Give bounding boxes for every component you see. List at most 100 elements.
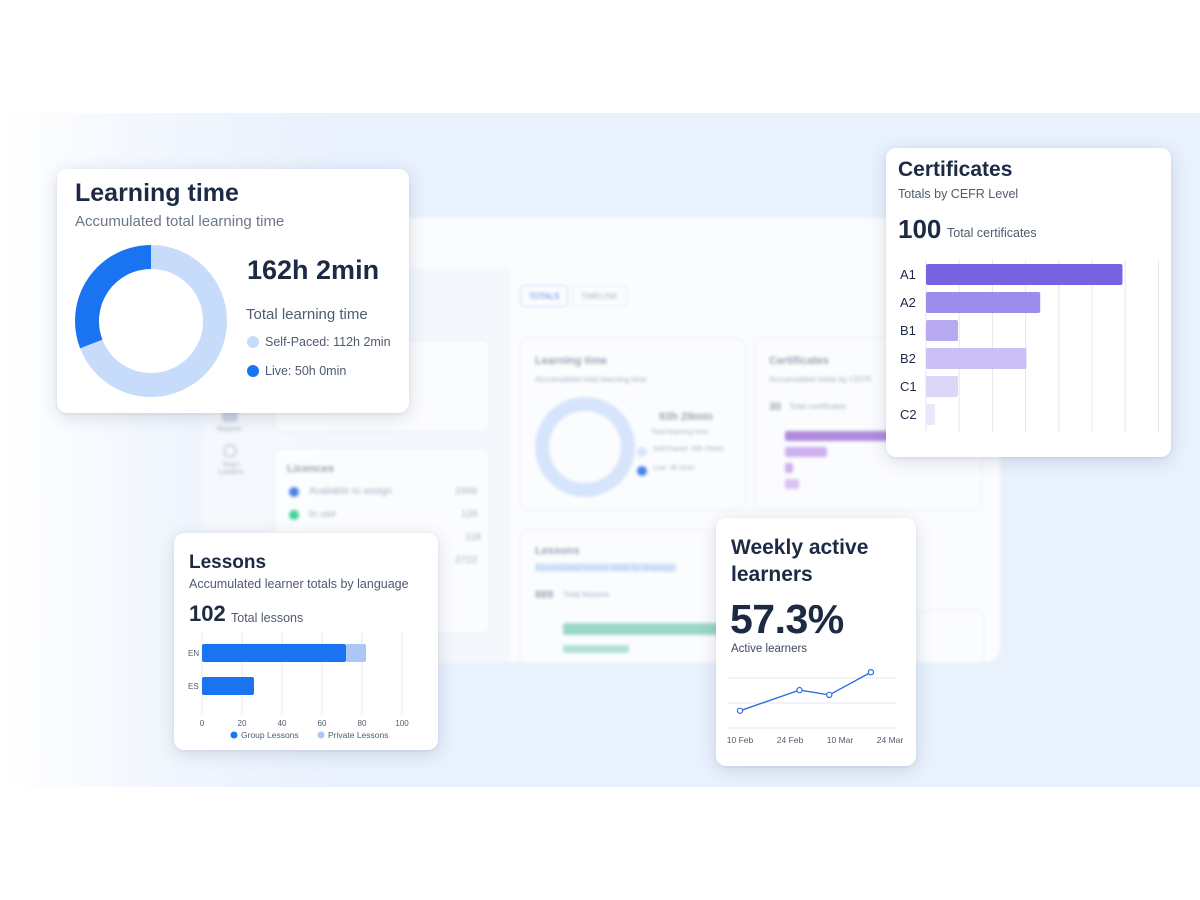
licence-value: 2469 [455,486,478,497]
weekly-point [796,686,803,694]
learning-time-total-label: Total learning time [246,306,368,323]
legend-item-live: Live: 50h 0min [247,364,346,378]
live-dot [247,365,259,377]
learning-time-donut [75,245,227,397]
legend-item-self-paced: Self-Paced: 112h 2min [247,335,391,349]
licence-dot [289,510,299,520]
certificates-title: Certificates [898,158,1013,181]
lessons-subtitle: Accumulated learner totals by language [189,577,409,591]
rail-item-reports: Reports [217,426,242,433]
category-label: B1 [900,323,916,338]
group-lessons-legend-dot [230,731,238,739]
category-label: A2 [900,295,916,310]
x-tick-label: 0 [200,719,205,728]
dashboard-learning-time-value: 93h 29min [659,411,713,423]
dashboard-lessons-count-label: Total lessons [563,590,610,599]
dashboard-certificate-bar [785,431,895,441]
donut-slice-live [75,245,152,349]
certificates-count-label: Total certificates [947,226,1037,240]
category-label: A1 [900,267,916,282]
x-tick-label: 10 Mar [827,735,854,745]
licence-value: 126 [461,509,478,520]
live-dot [637,466,647,476]
team-leaders-icon [223,444,237,458]
dashboard-certificates-count: 30 [769,401,782,413]
learning-time-title: Learning time [75,179,239,207]
licence-label: Available to assign [309,486,393,497]
learning-time-subtitle: Accumulated total learning time [75,213,285,230]
learning-time-total-value: 162h 2min [247,255,380,285]
legend-label: Private Lessons [328,730,388,740]
category-label: B2 [900,351,916,366]
lessons-bar-chart: 0 20 40 60 80 100 EN ES Group Lessons Private Les… [188,632,409,740]
weekly-value-label: Active learners [731,643,808,655]
dashboard-lessons-card: Lessons Accumulated learner totals by la… [520,530,740,662]
x-tick-label: 20 [238,719,247,728]
x-tick-label: 24 Feb [777,735,804,745]
dashboard-lesson-bar [563,645,629,653]
weekly-active-learners-card: Weekly active learners 57.3% Active lear… [716,518,916,766]
licence-label: In use [309,509,337,520]
licence-value: 2722 [455,555,478,566]
licence-value: 118 [465,532,481,543]
private-lessons-bar [346,644,366,662]
legend-label: Live: 50h 0min [265,364,347,378]
dashboard-donut [535,397,635,497]
weekly-point [826,691,833,699]
lessons-count-label: Total lessons [231,611,304,625]
certificates-bar-chart: A1 A2 B1 B2 C1 C2 [900,260,1159,432]
category-label: C1 [900,379,917,394]
dashboard-certificate-bar [785,479,799,489]
category-label: EN [188,649,199,658]
tab-timeline[interactable]: TIMELINE [572,285,627,307]
dashboard-legend-live: Live: 3h 0min [653,465,695,472]
dashboard-certificate-bar [785,463,793,473]
licences-title: Licences [287,463,335,475]
dashboard-certificates-title: Certificates [769,355,829,367]
dashboard-certificates-subtitle: Accumulated totals by CEFR [769,375,872,384]
certificates-card: Certificates Totals by CEFR Level 100 To… [886,148,1171,457]
weekly-value: 57.3% [730,596,844,642]
self-paced-dot [637,447,647,457]
dashboard-lessons-subtitle: Accumulated learner totals by language [535,563,676,572]
dashboard-learning-time-subtitle: Accumulated total learning time [535,375,647,384]
dashboard-lessons-count: 889 [535,589,554,601]
certificate-bar [926,320,958,341]
certificate-bar [926,404,936,425]
dashboard-learning-time-title: Learning time [535,355,608,367]
lessons-count: 102 [189,601,226,626]
x-tick-label: 40 [278,719,287,728]
dashboard-certificates-count-label: Total certificates [789,402,847,411]
category-label: C2 [900,407,917,422]
x-tick-label: 24 Mar [877,735,904,745]
x-tick-label: 60 [318,719,327,728]
dashboard-learning-time-label: Total learning time [651,429,708,436]
dashboard-certificate-bar [785,447,827,457]
group-lessons-bar [202,644,346,662]
weekly-point [867,669,875,676]
self-paced-dot [247,336,259,348]
dashboard-lessons-title: Lessons [535,545,580,557]
dashboard-lesson-bar [563,623,723,635]
licence-dot [289,487,299,497]
learning-time-card: Learning time Accumulated total learning… [57,169,409,413]
x-tick-label: 100 [395,719,409,728]
weekly-point [736,707,744,714]
legend-label: Self-Paced: 112h 2min [265,335,391,349]
private-lessons-legend-dot [317,731,325,739]
dashboard-learning-time-card: Learning time Accumulated total learning… [520,338,746,510]
dashboard-legend-self-paced: Self-Paced: 30h 29min [653,446,724,453]
category-label: ES [188,682,199,691]
donut-slice-self-paced [80,245,227,397]
blurred-card [918,610,984,662]
x-tick-label: 80 [358,719,367,728]
lessons-card: Lessons Accumulated learner totals by la… [174,533,438,750]
lessons-title: Lessons [189,552,267,573]
x-tick-label: 10 Feb [727,735,754,745]
certificate-bar [926,376,958,397]
certificate-bar [926,348,1027,369]
tab-totals[interactable]: TOTALS [520,285,569,307]
group-lessons-bar [202,677,254,695]
certificate-bar [926,264,1123,285]
weekly-line-chart: 10 Feb 24 Feb 10 Mar 24 Mar [727,669,904,745]
